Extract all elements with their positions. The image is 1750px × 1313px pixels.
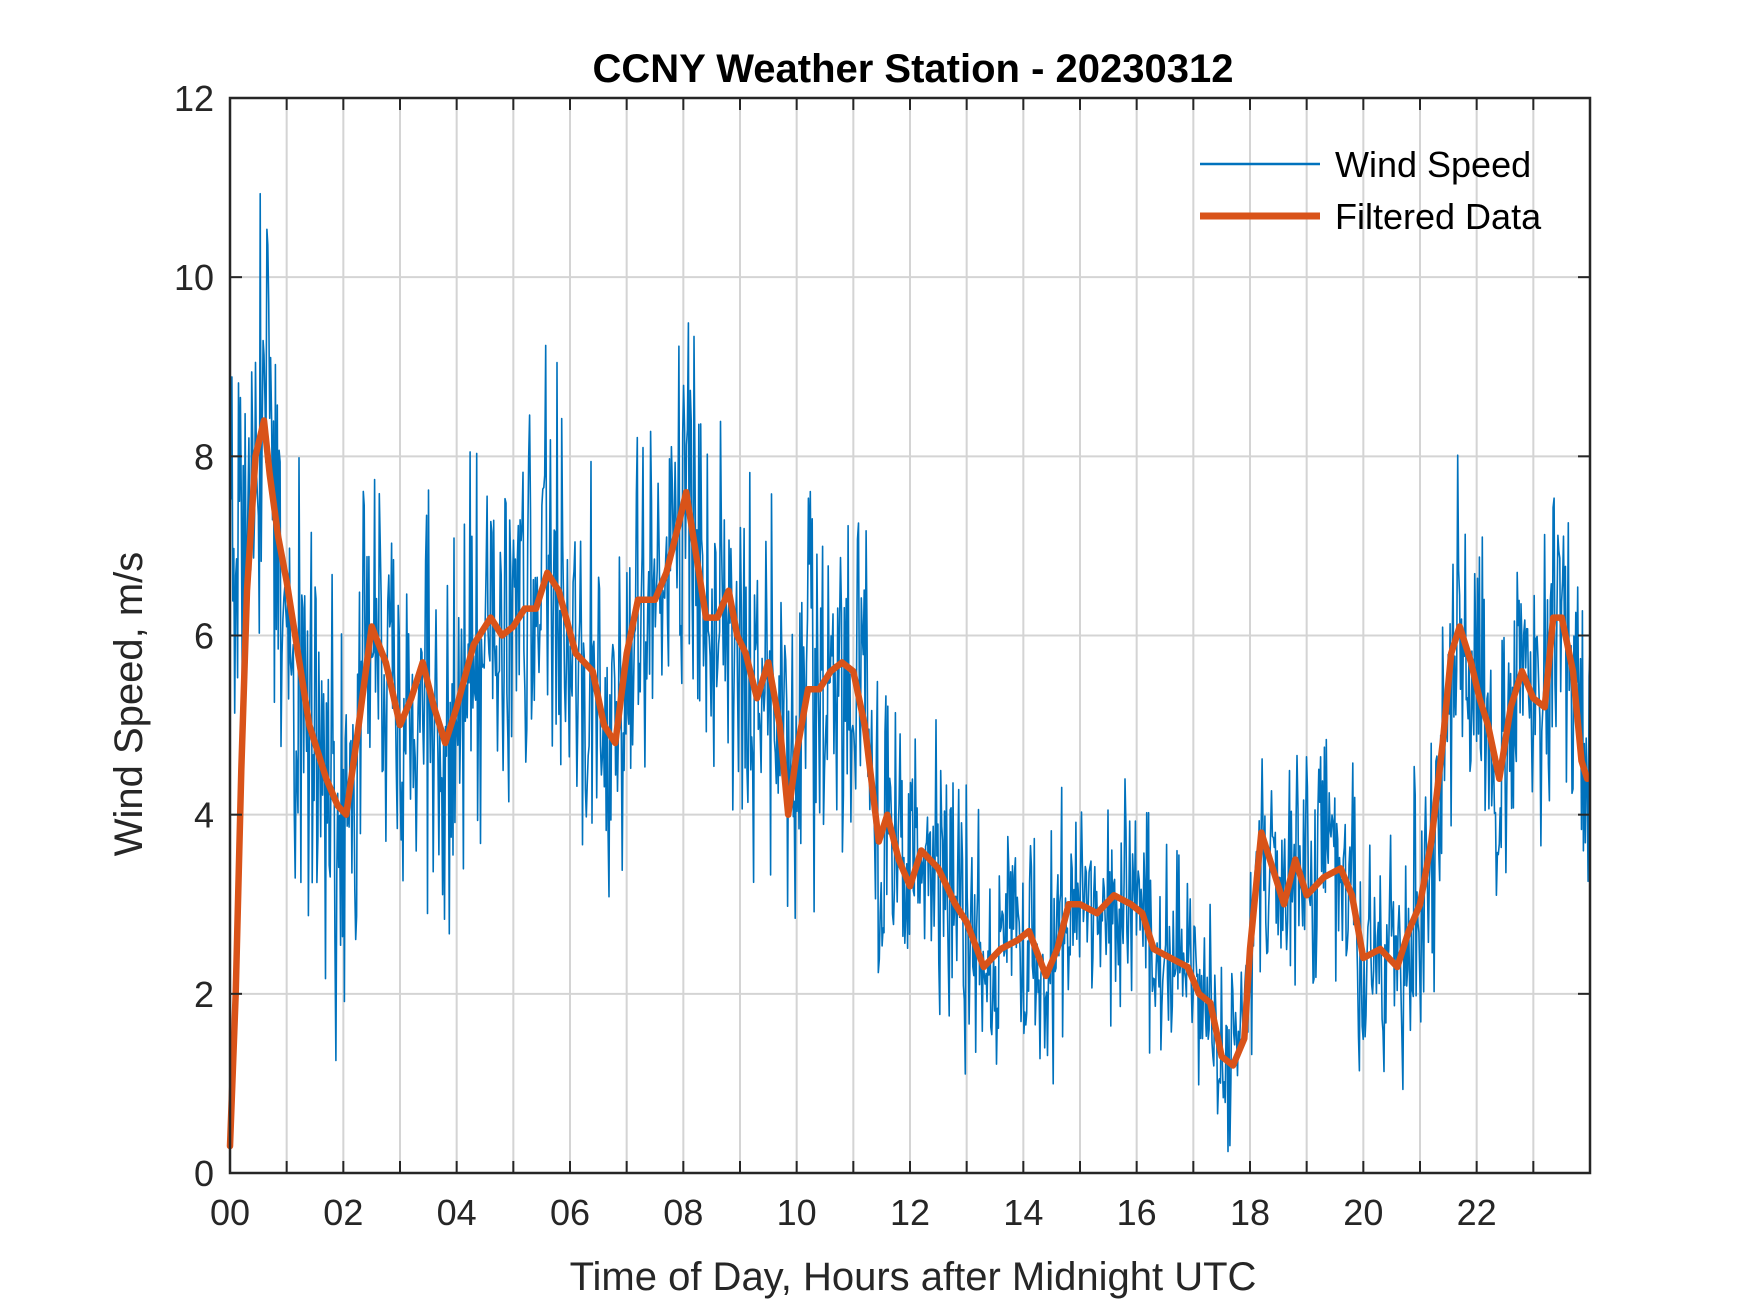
y-axis-label: Wind Speed, m/s xyxy=(107,552,151,857)
y-tick-labels: 0 2 4 6 8 10 12 xyxy=(174,78,214,1194)
x-tick-label: 22 xyxy=(1457,1192,1497,1233)
chart-title: CCNY Weather Station - 20230312 xyxy=(593,47,1234,91)
legend: Wind Speed Filtered Data xyxy=(1200,144,1542,237)
wind-speed-series xyxy=(229,192,1591,1153)
y-tick-label: 6 xyxy=(194,616,214,657)
y-tick-label: 8 xyxy=(194,436,214,477)
x-axis-label: Time of Day, Hours after Midnight UTC xyxy=(570,1255,1257,1299)
x-tick-label: 12 xyxy=(890,1192,930,1233)
filtered-data-line xyxy=(226,417,1591,1150)
x-tick-label: 16 xyxy=(1117,1192,1157,1233)
y-tick-label: 0 xyxy=(194,1153,214,1194)
x-tick-label: 04 xyxy=(437,1192,477,1233)
wind-speed-line xyxy=(229,192,1591,1153)
x-tick-label: 02 xyxy=(323,1192,363,1233)
x-tick-label: 00 xyxy=(210,1192,250,1233)
x-tick-label: 06 xyxy=(550,1192,590,1233)
y-tick-label: 10 xyxy=(174,257,214,298)
x-tick-label: 08 xyxy=(663,1192,703,1233)
legend-label-filtered-data: Filtered Data xyxy=(1335,196,1542,237)
y-tick-label: 4 xyxy=(194,795,214,836)
legend-label-wind-speed: Wind Speed xyxy=(1335,144,1531,185)
x-tick-labels: 00 02 04 06 08 10 12 14 16 18 20 22 xyxy=(210,1192,1497,1233)
filtered-data-series xyxy=(226,417,1591,1150)
y-tick-label: 12 xyxy=(174,78,214,119)
x-tick-label: 10 xyxy=(777,1192,817,1233)
axis-ticks xyxy=(229,97,1591,1174)
y-tick-label: 2 xyxy=(194,974,214,1015)
x-tick-label: 20 xyxy=(1343,1192,1383,1233)
x-tick-label: 14 xyxy=(1003,1192,1043,1233)
x-tick-label: 18 xyxy=(1230,1192,1270,1233)
